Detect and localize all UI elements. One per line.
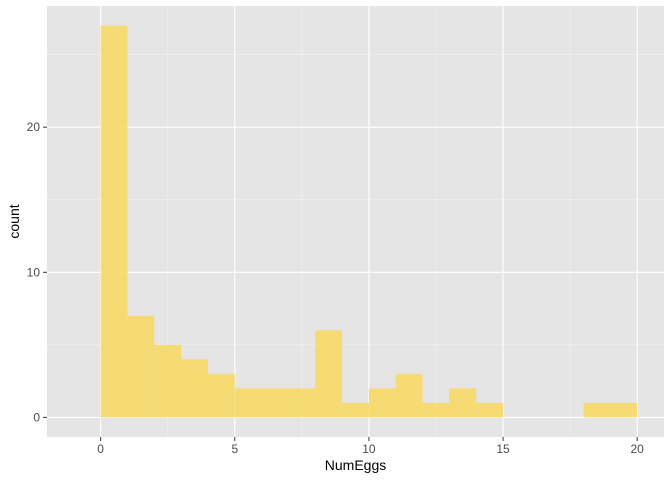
histogram-bar (234, 388, 262, 418)
histogram-bar (368, 388, 396, 418)
x-tick-label: 5 (231, 442, 238, 456)
grid-minor-lines (47, 6, 664, 437)
histogram-bar (127, 315, 155, 418)
y-axis-title: count (6, 204, 22, 238)
x-tick-label: 20 (630, 442, 644, 456)
histogram-bar (422, 402, 450, 418)
x-tick-label: 15 (496, 442, 510, 456)
x-tick-label: 10 (362, 442, 376, 456)
histogram-bar (261, 388, 289, 418)
x-tick-label: 0 (97, 442, 104, 456)
histogram-bar (395, 373, 423, 418)
y-tick-label: 10 (27, 265, 41, 279)
histogram-bar (154, 344, 182, 418)
y-axis: 0 10 20 (27, 120, 47, 424)
y-tick-label: 0 (33, 410, 40, 424)
x-axis: 0 5 10 15 20 (97, 437, 644, 456)
histogram-bars (100, 25, 638, 418)
histogram-bar (583, 402, 611, 418)
histogram-bar (610, 402, 638, 418)
y-tick-label: 20 (27, 120, 41, 134)
x-axis-title: NumEggs (325, 457, 386, 473)
histogram-bar (100, 25, 128, 418)
histogram-bar (449, 388, 477, 418)
histogram-bar (288, 388, 316, 418)
histogram-bar (342, 402, 369, 418)
histogram-bar (476, 402, 504, 418)
histogram-bar (315, 330, 343, 418)
histogram-bar (181, 359, 208, 418)
histogram-bar (207, 373, 235, 418)
